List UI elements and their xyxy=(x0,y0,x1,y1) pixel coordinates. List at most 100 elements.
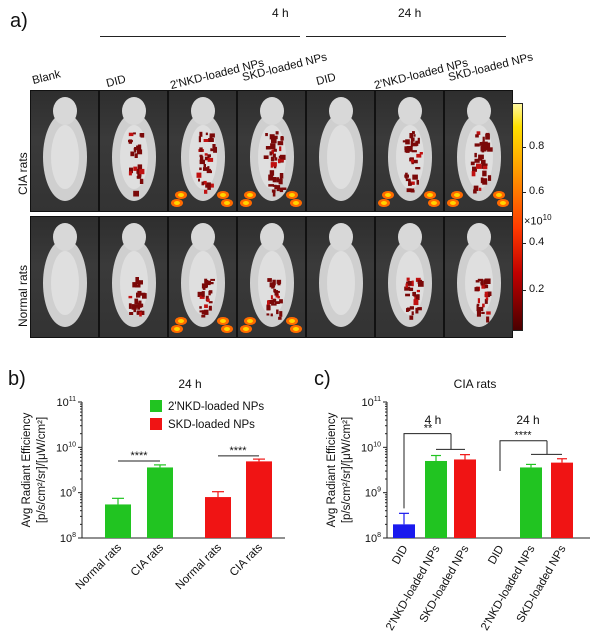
mouse-image-cia-6 xyxy=(444,90,513,212)
signal-spot xyxy=(476,305,479,312)
signal-spot xyxy=(484,278,491,284)
signal-spot xyxy=(274,157,278,161)
mouse-image-cia-5 xyxy=(375,90,444,212)
group-line-4h xyxy=(100,36,300,37)
signal-spot xyxy=(280,136,284,141)
mouse-image-normal-1 xyxy=(99,216,168,338)
signal-spot xyxy=(201,315,206,318)
mouse-head xyxy=(53,223,77,251)
signal-spot xyxy=(476,310,481,317)
panel-a-letter: a) xyxy=(10,10,28,32)
signal-spot xyxy=(273,298,277,303)
legend-label: 2'NKD-loaded NPs xyxy=(168,401,264,413)
mouse-image-cia-3 xyxy=(237,90,306,212)
signal-spot xyxy=(208,305,212,311)
signal-spot xyxy=(207,157,214,162)
signal-spot xyxy=(280,178,282,181)
signal-spot xyxy=(271,138,277,144)
signal-spot xyxy=(409,188,415,192)
signal-spot xyxy=(199,310,204,313)
signal-spot xyxy=(135,284,139,287)
mouse-image-normal-6 xyxy=(444,216,513,338)
paw-signal-core xyxy=(289,319,295,323)
signal-spot xyxy=(277,295,280,299)
signal-spot xyxy=(129,312,134,315)
significance-bracket xyxy=(499,440,547,472)
bar xyxy=(105,504,131,538)
signal-spot xyxy=(481,159,486,165)
signal-spot xyxy=(411,142,418,147)
signal-spot xyxy=(475,280,480,283)
signal-spot xyxy=(134,298,139,305)
signal-spot xyxy=(411,150,417,153)
paw-signal-core xyxy=(243,201,249,205)
signal-spot xyxy=(196,172,202,178)
x-tick-label: DID xyxy=(390,544,410,567)
mouse-head xyxy=(329,223,353,251)
signal-spot xyxy=(135,277,139,283)
signal-spot xyxy=(199,131,203,137)
signal-spot xyxy=(480,145,487,152)
signal-spot xyxy=(277,141,284,146)
signal-spot xyxy=(405,139,410,145)
signal-spot xyxy=(411,280,414,287)
signal-spot xyxy=(274,290,280,293)
signal-spot xyxy=(199,154,203,158)
signal-spot xyxy=(133,307,136,313)
colorbar-label-0-2: 0.2 xyxy=(529,283,545,295)
signal-spot xyxy=(203,139,209,142)
signal-spot xyxy=(486,316,490,323)
paw-signal-core xyxy=(247,319,253,323)
paw-signal-core xyxy=(224,201,230,205)
legend-label: SKD-loaded NPs xyxy=(168,419,255,431)
mouse-image-cia-1 xyxy=(99,90,168,212)
signal-spot xyxy=(139,178,144,184)
signal-spot xyxy=(134,153,138,158)
x-tick-label: Normal rats xyxy=(174,541,225,592)
signal-spot xyxy=(486,311,491,315)
signal-spot xyxy=(406,188,412,193)
signal-spot xyxy=(487,142,491,148)
y-tick-label: 1011 xyxy=(361,396,381,409)
row-label-cia-rats: CIA rats xyxy=(16,152,30,195)
signal-spot xyxy=(199,167,202,171)
signal-spot xyxy=(267,300,270,306)
signal-spot xyxy=(274,135,278,140)
mouse-image-normal-3 xyxy=(237,216,306,338)
mouse-head xyxy=(467,97,491,125)
signal-spot xyxy=(410,190,415,193)
signal-spot xyxy=(476,303,480,307)
signal-spot xyxy=(485,133,490,140)
x-tick-label: CIA rats xyxy=(129,541,167,579)
signal-spot xyxy=(484,299,488,304)
signal-spot xyxy=(268,184,274,187)
signal-spot xyxy=(128,171,132,176)
signal-spot xyxy=(269,151,273,156)
signal-spot xyxy=(478,187,482,191)
signal-spot xyxy=(484,291,488,297)
signal-spot xyxy=(141,310,145,315)
signal-spot xyxy=(412,131,415,135)
paw-signal-core xyxy=(220,193,226,197)
signal-spot xyxy=(481,149,485,153)
signal-spot xyxy=(474,143,480,147)
signal-spot xyxy=(416,179,419,185)
signal-spot xyxy=(210,278,215,281)
signal-spot xyxy=(210,137,213,142)
signal-spot xyxy=(139,303,144,308)
bar xyxy=(551,462,573,538)
y-axis-label-units: [p/s/cm²/sr]/[μW/cm²] xyxy=(341,417,353,523)
signal-spot xyxy=(138,280,143,285)
paw-signal-core xyxy=(381,201,387,205)
mouse-head xyxy=(398,97,422,125)
mouse-image-normal-2 xyxy=(168,216,237,338)
signal-spot xyxy=(208,290,213,294)
signal-spot xyxy=(409,133,413,139)
paw-signal-core xyxy=(454,193,460,197)
signal-spot xyxy=(416,294,420,300)
signal-spot xyxy=(405,287,410,291)
signal-spot xyxy=(134,282,138,287)
signal-spot xyxy=(413,299,419,306)
paw-signal-core xyxy=(385,193,391,197)
mouse-highlight xyxy=(327,251,355,315)
